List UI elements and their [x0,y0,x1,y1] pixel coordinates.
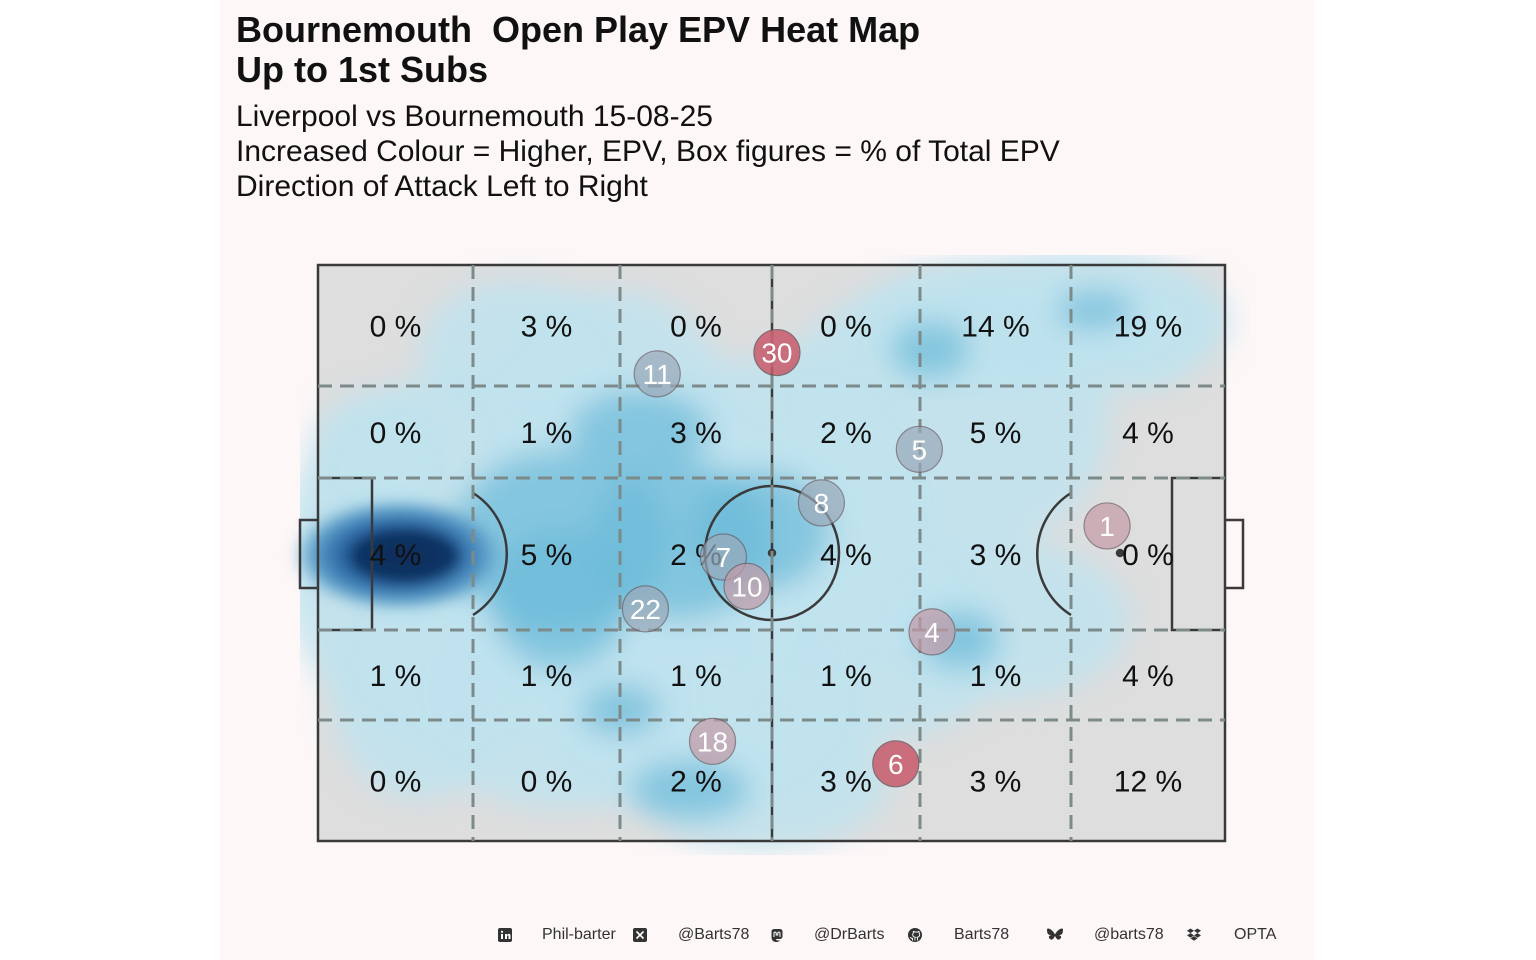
player-markers: 30 11 5 8 1 710 22 4 18 6 [621,328,1131,788]
right-penalty-arc [1036,491,1072,617]
zone-percent-label: 2 % [820,417,872,450]
zone-percent-label: 0 % [370,766,422,799]
zone-percent-label: 0 % [370,311,422,344]
zone-percent-label: 0 % [670,311,722,344]
density-layer [290,255,1230,850]
zone-percent-label: 2 % [670,766,722,799]
zone-percent-label: 0 % [1122,539,1174,572]
density-blob [330,580,510,800]
player-marker-circle [723,562,771,611]
player-marker[interactable]: 8 [797,479,845,527]
x-icon[interactable] [632,927,648,943]
player-number-label: 30 [761,338,792,369]
right-penalty-spot [1115,548,1125,558]
player-marker[interactable]: 5 [895,425,943,473]
subtitle-match: Liverpool vs Bournemouth 15-08-25 [236,100,713,133]
zone-percent-label: 3 % [970,766,1022,799]
zone-percent-label: 4 % [1122,417,1174,450]
zone-percent-label: 1 % [670,660,722,693]
footer-credits: Phil-barter @Barts78 @DrBarts Barts78 @b… [0,924,1536,948]
zone-percent-label: 1 % [521,417,573,450]
density-blob [420,280,620,420]
zone-percent-label: 1 % [370,660,422,693]
zone-percent-labels: 0 % 3 % 0 % 0 % 14 % 19 %0 % 1 % 3 % 2 % 5 % 4 %4 … [370,311,1183,799]
footer-linkedin-text[interactable]: Phil-barter [542,926,616,943]
zone-percent-label: 3 % [670,417,722,450]
player-marker-circle [797,479,845,527]
right-goal [1225,518,1245,590]
zone-percent-label: 4 % [1122,660,1174,693]
footer-github-text[interactable]: Barts78 [954,926,1010,943]
player-marker-circle [908,608,956,656]
player-number-label: 8 [814,488,830,519]
footer-bluesky-text[interactable]: @barts78 [1094,926,1164,943]
zone-percent-label: 5 % [970,417,1022,450]
player-marker-circle [1083,502,1131,550]
density-blob [570,390,710,470]
footer-x-text[interactable]: @Barts78 [678,926,750,943]
zone-percent-label: 3 % [820,766,872,799]
player-marker[interactable]: 1 [1083,502,1131,550]
player-marker[interactable]: 30 [753,328,801,377]
player-marker[interactable]: 6 [872,740,920,788]
player-number-label: 5 [912,434,928,465]
player-marker[interactable]: 4 [908,608,956,656]
player-number-label: 22 [630,594,661,625]
chart-title-line1: Bournemouth Open Play EPV Heat Map [236,9,921,50]
player-marker[interactable]: 22 [621,585,670,633]
zone-percent-label: 3 % [521,311,573,344]
left-penalty-arc [472,491,508,617]
zone-percent-label: 0 % [820,311,872,344]
zone-percent-label: 3 % [970,539,1022,572]
zone-percent-label: 12 % [1114,766,1182,799]
footer-source-text: OPTA [1234,926,1277,943]
density-blob [310,390,450,530]
player-marker-circle [753,328,801,377]
player-number-label: 10 [731,571,762,602]
player-number-label: 18 [697,726,728,757]
player-marker[interactable]: 18 [688,717,737,765]
player-number-label: 7 [716,542,732,573]
density-blob [630,760,750,820]
zone-percent-label: 0 % [521,766,573,799]
subtitle-direction: Direction of Attack Left to Right [236,170,648,203]
player-number-label: 4 [924,617,940,648]
density-blob [890,320,970,380]
zone-percent-label: 4 % [370,539,422,572]
zone-percent-label: 1 % [970,660,1022,693]
player-number-label: 11 [643,359,672,390]
zone-percent-label: 4 % [820,539,872,572]
player-number-label: 6 [888,749,904,780]
player-marker-circle [633,350,681,398]
player-marker-circle [895,425,943,473]
density-blob [1055,290,1135,330]
bluesky-icon[interactable] [1046,927,1063,943]
player-marker-circle [872,740,920,788]
zone-percent-label: 5 % [521,539,573,572]
zone-percent-label: 14 % [961,311,1029,344]
zone-percent-label: 1 % [521,660,573,693]
density-blob [490,530,630,670]
mastodon-icon[interactable] [769,927,785,943]
linkedin-icon[interactable] [497,927,513,943]
left-goal [298,518,318,590]
player-marker[interactable]: 10 [723,562,771,611]
player-marker[interactable]: 11 [633,350,681,398]
zone-percent-label: 0 % [370,417,422,450]
zone-percent-label: 19 % [1114,311,1182,344]
player-number-label: 1 [1099,511,1115,542]
dropbox-icon[interactable] [1186,927,1202,943]
player-marker-circle [621,585,670,633]
zone-percent-label: 1 % [820,660,872,693]
density-hotspot-core [350,528,460,584]
player-marker-circle [688,717,737,765]
footer-mastodon-text[interactable]: @DrBarts [814,926,885,943]
chart-title-line2: Up to 1st Subs [236,49,489,90]
subtitle-legend-note: Increased Colour = Higher, EPV, Box figu… [236,135,1060,168]
github-icon[interactable] [907,927,923,943]
